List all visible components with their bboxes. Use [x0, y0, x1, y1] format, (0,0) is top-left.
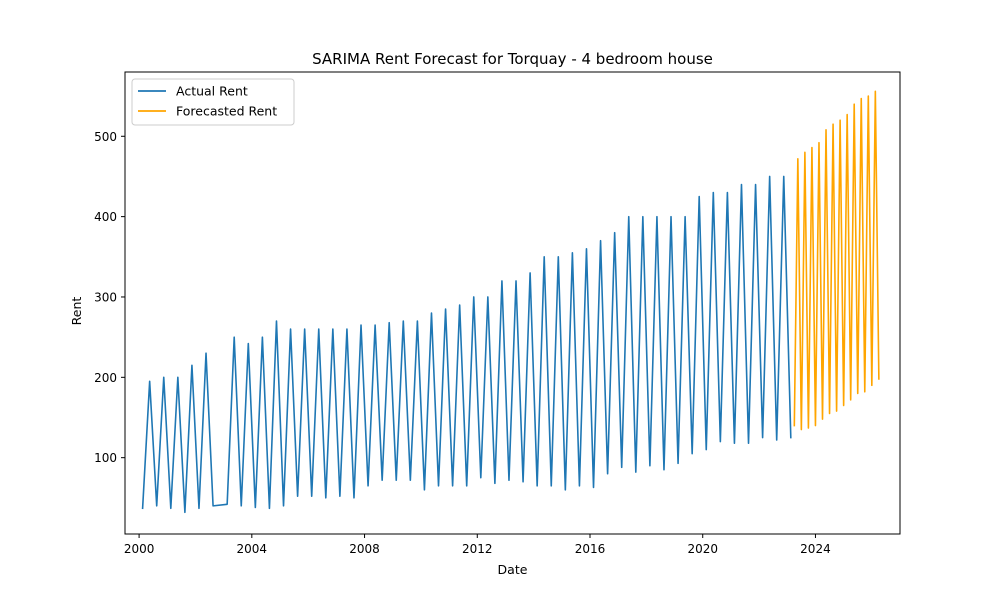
legend-box: [131, 78, 295, 126]
x-tick-label: 2020: [687, 542, 718, 556]
y-tick-label: 500: [94, 130, 117, 144]
plot-area: 2000 2004 2008 2012 2016 2020 2024 100 200 300 400…: [94, 71, 901, 556]
x-tick-label: 2008: [349, 542, 380, 556]
x-tick-label: 2016: [575, 542, 606, 556]
x-tick-label: 2000: [124, 542, 155, 556]
x-tick-label: 2012: [462, 542, 493, 556]
legend-label-forecasted-rent: Forecasted Rent: [176, 104, 277, 119]
legend: Actual Rent Forecasted Rent: [131, 78, 295, 126]
y-axis-label: Rent: [69, 297, 84, 326]
x-tick-label: 2024: [800, 542, 831, 556]
y-tick-label: 400: [94, 210, 117, 224]
legend-label-actual-rent: Actual Rent: [176, 84, 248, 99]
series-line-actual-rent: [141, 175, 792, 514]
x-axis-label: Date: [498, 562, 528, 577]
axes-frame: [124, 71, 901, 535]
y-tick-label: 200: [94, 371, 117, 385]
chart-title: SARIMA Rent Forecast for Torquay - 4 bed…: [312, 50, 713, 68]
series-line-forecasted-rent: [793, 90, 880, 431]
y-tick-label: 100: [94, 451, 117, 465]
y-tick-label: 300: [94, 290, 117, 304]
x-tick-label: 2004: [237, 542, 268, 556]
